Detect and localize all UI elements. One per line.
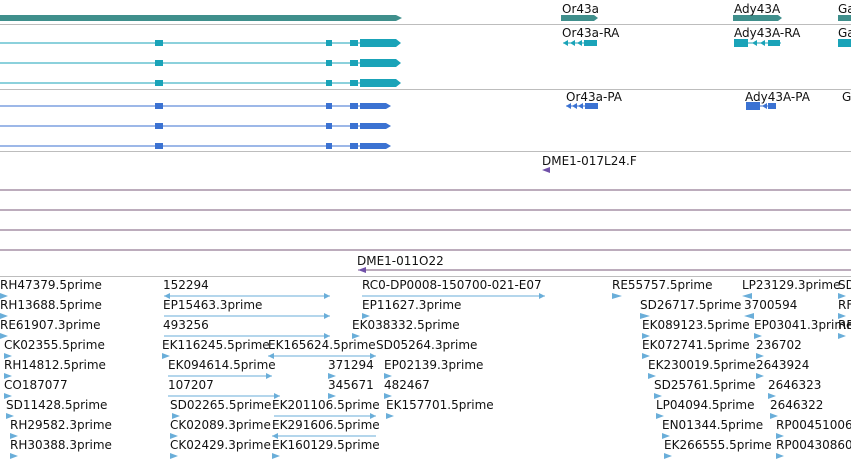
transcript-label[interactable]: Or43a-RA [562,26,620,40]
est-label[interactable]: EK089123.5prime [642,318,750,332]
est-label[interactable]: SD25761.5prime [654,378,756,392]
est-label[interactable]: RH29582.3prime [10,418,112,432]
est-label[interactable]: EK266555.5prime [664,438,772,452]
est-label[interactable]: RP00451006 [776,418,851,432]
est-label[interactable]: RH14812.5prime [4,358,106,372]
transcript-model[interactable] [563,40,597,46]
track-divider [0,151,851,152]
bac-clone-label[interactable]: DME1-011O22 [357,254,444,268]
est-glyphs [0,293,846,459]
est-label[interactable]: SD02265.5prime [170,398,272,412]
est-label[interactable]: EK157701.5prime [386,398,494,412]
est-label[interactable]: 2643924 [756,358,810,372]
est-label[interactable]: LP04094.5prime [656,398,755,412]
gene-feature[interactable] [0,15,402,21]
transcript-track: Or43a-RA Ady43A-RA Ga [0,25,851,89]
protein-model[interactable] [566,103,598,109]
est-label[interactable]: RC0-DP0008-150700-021-E07 [362,278,542,292]
transcript-label[interactable]: Ga [838,26,851,40]
bac-glyphs [0,167,851,273]
est-label[interactable]: RH30388.3prime [10,438,112,452]
est-label[interactable]: SD11428.5prime [6,398,108,412]
gene-label[interactable]: Or43a [562,2,600,16]
est-label[interactable]: RH13688.5prime [0,298,102,312]
gene-feature[interactable] [561,15,598,21]
est-label[interactable]: EN01344.5prime [662,418,764,432]
est-label[interactable]: 493256 [163,318,209,332]
protein-model[interactable] [0,103,391,109]
est-label[interactable]: CK02089.3prime [170,418,271,432]
est-track: RH47379.5prime 152294 RC0-DP0008-150700-… [0,277,851,460]
est-label[interactable]: 371294 [328,358,374,372]
est-label[interactable]: EK160129.5prime [272,438,380,452]
protein-track: Or43a-PA Ady43A-PA G [0,90,851,152]
est-features[interactable] [0,293,846,459]
est-label[interactable]: SD26717.5prime [640,298,742,312]
est-label[interactable]: EP02139.3prime [384,358,484,372]
est-label[interactable]: EP11627.3prime [362,298,462,312]
est-label[interactable]: CK02355.5prime [4,338,105,352]
track-divider [0,89,851,90]
transcript-model[interactable] [0,79,401,87]
gene-feature[interactable] [733,15,782,21]
transcript-model[interactable] [838,39,851,47]
est-label[interactable]: 2646322 [770,398,824,412]
track-divider [0,276,851,277]
bac-clone-label[interactable]: DME1-017L24.F [542,154,637,168]
protein-label[interactable]: Or43a-PA [566,90,623,104]
est-label[interactable]: SD05264.3prime [376,338,478,352]
transcript-model[interactable] [0,39,401,47]
est-label[interactable]: RE55757.5prime [612,278,713,292]
est-label[interactable]: EK072741.5prime [642,338,750,352]
est-label[interactable]: EP15463.3prime [163,298,263,312]
est-label[interactable]: EK116245.5prime [162,338,270,352]
est-label[interactable]: 152294 [163,278,209,292]
est-label[interactable]: EK230019.5prime [648,358,756,372]
protein-model[interactable] [0,123,391,129]
est-label[interactable]: SD [838,278,851,292]
gene-track-glyphs [0,15,851,21]
gene-track: Or43a Ady43A Ga [0,0,851,26]
est-label[interactable]: 345671 [328,378,374,392]
est-label[interactable]: RH47379.5prime [0,278,102,292]
bac-track: DME1-017L24.F DME1-011O22 [0,152,851,276]
est-label[interactable]: RF [838,298,851,312]
track-divider [0,24,851,25]
est-label[interactable]: EK094614.5prime [168,358,276,372]
est-label[interactable]: EK291606.5prime [272,418,380,432]
est-label[interactable]: RE61907.3prime [0,318,101,332]
est-label[interactable]: EK038332.5prime [352,318,460,332]
est-label[interactable]: LP23129.3prime [742,278,841,292]
est-label[interactable]: 107207 [168,378,214,392]
transcript-model[interactable] [734,39,781,47]
gene-feature[interactable] [838,15,851,21]
transcript-model[interactable] [0,59,401,67]
protein-model[interactable] [0,143,391,149]
bac-clone-end[interactable] [542,167,550,173]
protein-glyphs [0,102,776,149]
est-label[interactable]: 236702 [756,338,802,352]
bac-clone-end[interactable] [358,267,366,273]
est-label[interactable]: 3700594 [744,298,798,312]
est-label[interactable]: EK201106.5prime [272,398,380,412]
est-label[interactable]: RP00430860 [776,438,851,452]
protein-model[interactable] [746,102,776,110]
est-label[interactable]: 2646323 [768,378,822,392]
protein-label[interactable]: G [842,90,851,104]
est-label[interactable]: CK02429.3prime [170,438,271,452]
gene-label[interactable]: Ga [838,2,851,16]
est-label[interactable]: EK165624.5prime [268,338,376,352]
gene-label[interactable]: Ady43A [734,2,781,16]
transcript-label[interactable]: Ady43A-RA [734,26,801,40]
transcript-glyphs [0,39,851,87]
est-label[interactable]: CO187077 [4,378,68,392]
est-label[interactable]: 482467 [384,378,430,392]
est-label[interactable]: EP03041.3prime [754,318,851,332]
est-label[interactable]: RF [838,318,851,332]
protein-label[interactable]: Ady43A-PA [745,90,810,104]
